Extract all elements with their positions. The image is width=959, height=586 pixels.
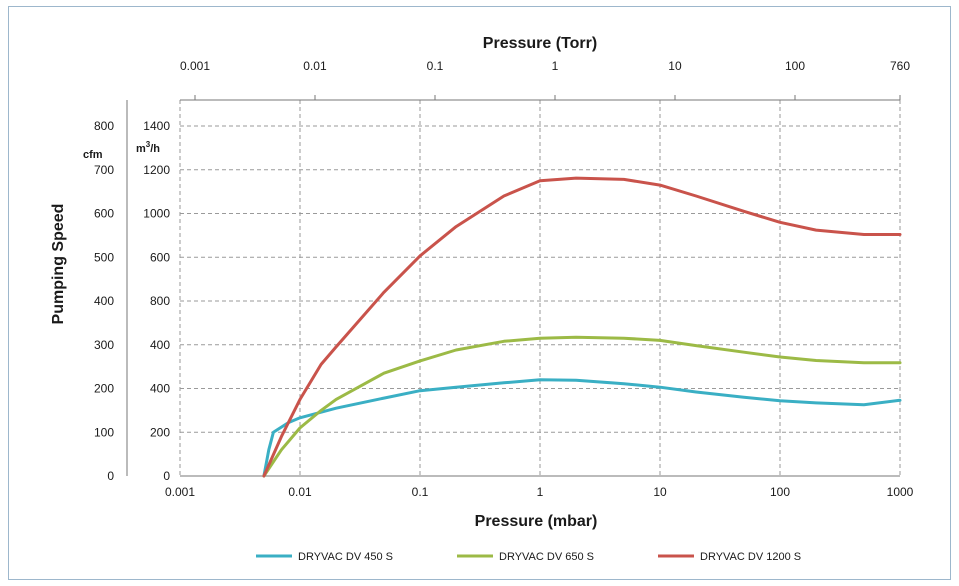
y-left-tick-label: 800: [94, 119, 114, 133]
series-line-dv650: [262, 335, 902, 478]
x-tick-label: 0.1: [412, 485, 429, 499]
legend-label-dv1200: DRYVAC DV 1200 S: [700, 551, 801, 563]
grid-layer: [179, 100, 901, 476]
top-tick-label: 1: [552, 59, 559, 73]
x-tick-label: 100: [770, 485, 790, 499]
legend-item-dv1200: DRYVAC DV 1200 S: [658, 551, 801, 563]
right-unit-base: m: [136, 143, 146, 155]
y-axis-title: Pumping Speed: [50, 204, 67, 325]
y-left-tick-label: 500: [94, 250, 114, 264]
y-right-tick-label: 600: [150, 250, 170, 264]
legend-label-dv650: DRYVAC DV 650 S: [499, 551, 594, 563]
right-unit-label: m3/h: [136, 140, 160, 155]
y-left-tick-label: 300: [94, 338, 114, 352]
chart-frame: [8, 6, 951, 580]
tick-layer: 0.001 0.01 0.1 1 10 100 1000 0 0 100 200 200 400 300 4…: [94, 59, 914, 499]
y-right-tick-label: 400: [150, 338, 170, 352]
y-right-tick-label: 400: [150, 382, 170, 396]
top-tick-label: 100: [785, 59, 805, 73]
x-tick-label: 1000: [887, 485, 914, 499]
y-left-tick-label: 200: [94, 382, 114, 396]
y-left-tick-label: 700: [94, 163, 114, 177]
legend-item-dv650: DRYVAC DV 650 S: [457, 551, 594, 563]
series-line-dv1200: [262, 176, 902, 478]
x-tick-label: 1: [537, 485, 544, 499]
left-unit-label: cfm: [83, 149, 103, 161]
x-tick-label: 10: [653, 485, 667, 499]
series-layer: [262, 176, 902, 478]
y-right-tick-label: 200: [150, 425, 170, 439]
y-left-tick-label: 400: [94, 294, 114, 308]
y-right-tick-label: 1200: [143, 163, 170, 177]
legend: DRYVAC DV 450 S DRYVAC DV 650 S DRYVAC D…: [256, 551, 801, 563]
y-right-tick-label: 1000: [143, 207, 170, 221]
right-unit-tail: /h: [150, 143, 160, 155]
top-axis-title: Pressure (Torr): [483, 35, 597, 52]
y-right-tick-label: 800: [150, 294, 170, 308]
top-tick-label: 0.01: [303, 59, 327, 73]
legend-item-dv450: DRYVAC DV 450 S: [256, 551, 393, 563]
top-tick-label: 10: [668, 59, 682, 73]
y-left-tick-label: 100: [94, 425, 114, 439]
top-tick-label: 0.1: [427, 59, 444, 73]
y-left-tick-label: 0: [107, 469, 114, 483]
right-unit-sup: 3: [146, 140, 151, 149]
axis-layer: [126, 99, 900, 477]
y-right-tick-label: 0: [163, 469, 170, 483]
x-tick-label: 0.001: [165, 485, 195, 499]
x-axis-title: Pressure (mbar): [475, 513, 598, 530]
series-line-dv450: [262, 378, 902, 478]
x-tick-label: 0.01: [288, 485, 312, 499]
y-left-tick-label: 600: [94, 207, 114, 221]
top-tick-label: 0.001: [180, 59, 210, 73]
y-right-tick-label: 1400: [143, 119, 170, 133]
legend-label-dv450: DRYVAC DV 450 S: [298, 551, 393, 563]
top-tick-label: 760: [890, 59, 910, 73]
